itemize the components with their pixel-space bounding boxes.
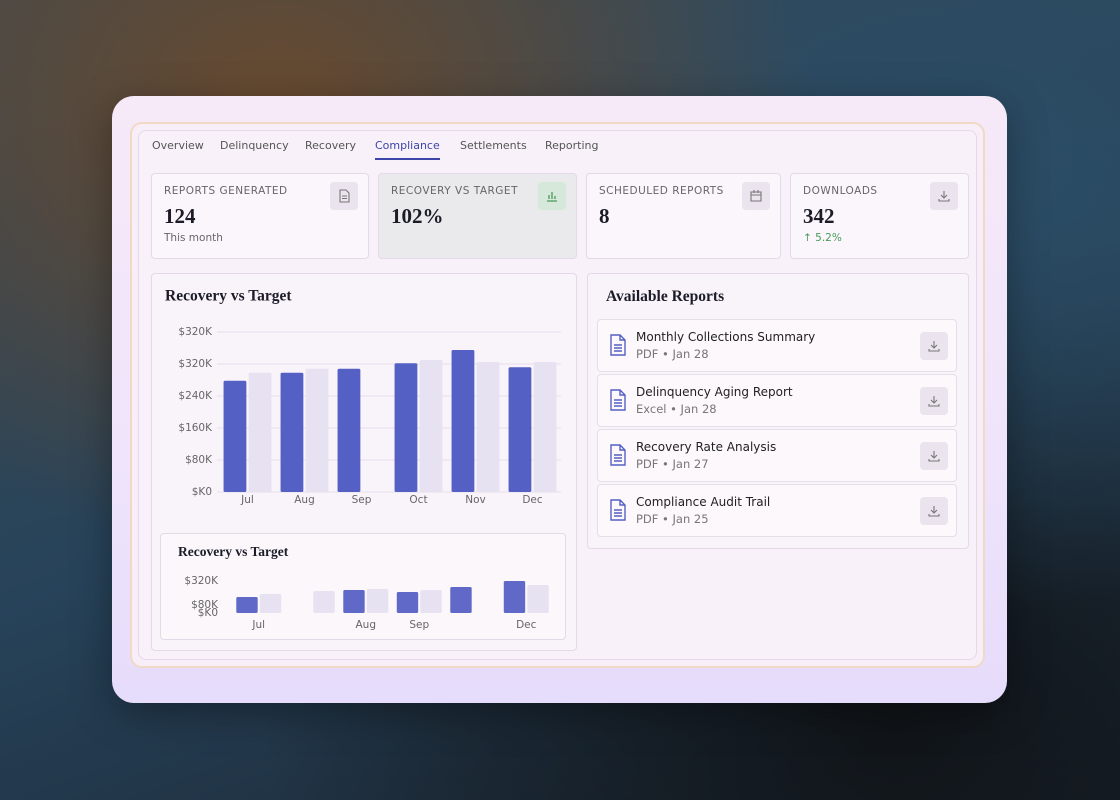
chart-panel	[160, 533, 566, 640]
bar	[236, 597, 258, 613]
x-tick-label: Nov	[465, 494, 486, 506]
kpi-label: DOWNLOADS	[803, 185, 878, 197]
x-tick-label: Jul	[251, 619, 265, 631]
kpi-card: REPORTS GENERATED 124 This month	[151, 173, 369, 259]
report-meta: PDF • Jan 27	[636, 457, 709, 471]
x-tick-label: Dec	[522, 494, 543, 506]
bar	[248, 372, 272, 492]
download-button[interactable]	[920, 442, 948, 470]
bar	[533, 362, 557, 492]
kpi-sub: ↑ 5.2%	[803, 232, 842, 244]
kpi-value: 8	[599, 204, 610, 228]
bar	[396, 592, 419, 613]
report-item: Delinquency Aging Report Excel • Jan 28	[597, 374, 957, 427]
tab[interactable]: Recovery	[305, 139, 357, 152]
bar	[394, 363, 418, 492]
x-tick-label: Jul	[240, 494, 254, 506]
y-tick-label: $320K	[178, 326, 213, 338]
download-button[interactable]	[920, 387, 948, 415]
x-tick-label: Aug	[294, 494, 315, 506]
kpi-label: RECOVERY VS TARGET	[391, 185, 518, 197]
y-tick-label: $160K	[178, 422, 213, 434]
chart-title: Recovery vs Target	[178, 544, 289, 559]
download-button[interactable]	[920, 497, 948, 525]
report-name: Delinquency Aging Report	[636, 385, 793, 399]
reports-title: Available Reports	[606, 288, 725, 305]
tab[interactable]: Delinquency	[220, 139, 289, 152]
bar	[223, 380, 247, 492]
file-icon	[610, 334, 626, 356]
report-name: Recovery Rate Analysis	[636, 440, 777, 454]
download-button[interactable]	[920, 332, 948, 360]
kpi-card: DOWNLOADS 342 ↑ 5.2%	[790, 173, 969, 259]
kpi-card: RECOVERY VS TARGET 102%	[378, 173, 577, 259]
chart: Recovery vs Target $K0 $80K $160K $240K $320K…	[165, 288, 561, 506]
report-meta: PDF • Jan 28	[636, 347, 709, 361]
file-icon	[610, 389, 626, 411]
tab[interactable]: Settlements	[460, 139, 527, 152]
bar	[451, 350, 475, 492]
report-item: Monthly Collections Summary PDF • Jan 28	[597, 319, 957, 372]
bar	[259, 594, 282, 613]
report-meta: Excel • Jan 28	[636, 402, 717, 416]
report-item: Compliance Audit Trail PDF • Jan 25	[597, 484, 957, 537]
bar	[476, 362, 500, 492]
x-tick-label: Sep	[409, 619, 429, 631]
kpi-icon	[742, 182, 770, 210]
report-name: Monthly Collections Summary	[636, 330, 816, 344]
bar	[280, 372, 304, 492]
report-name: Compliance Audit Trail	[636, 495, 771, 509]
kpi-value: 124	[164, 204, 196, 228]
tab[interactable]: Overview	[152, 139, 204, 152]
bar	[419, 360, 443, 492]
chart: Recovery vs Target $K0$80K $320K Jul Aug Sep D…	[178, 544, 549, 631]
tab[interactable]: Compliance	[375, 139, 440, 160]
bar	[508, 367, 532, 492]
bar	[366, 589, 389, 613]
kpi-label: REPORTS GENERATED	[164, 185, 288, 197]
bar	[313, 591, 335, 613]
y-tick-label: $240K	[178, 390, 213, 402]
kpi-value: 342	[803, 204, 835, 228]
report-meta: PDF • Jan 25	[636, 512, 709, 526]
kpi-sub: This month	[164, 232, 223, 244]
x-tick-label: Sep	[352, 494, 372, 506]
bar	[420, 590, 442, 613]
kpi-value: 102%	[391, 204, 444, 228]
y-tick-label: $80K	[185, 454, 213, 466]
bar	[337, 368, 361, 492]
y-tick-label: $K0	[198, 607, 218, 619]
y-tick-label: $320K	[178, 358, 213, 370]
bar	[527, 585, 549, 613]
file-icon	[610, 499, 626, 521]
x-tick-label: Dec	[516, 619, 537, 631]
y-tick-label: $320K	[184, 575, 219, 587]
kpi-icon	[538, 182, 566, 210]
y-tick-label: $80K	[191, 599, 219, 611]
kpi-card: SCHEDULED REPORTS 8	[586, 173, 781, 259]
x-tick-label: Oct	[409, 494, 427, 506]
chart-title: Recovery vs Target	[165, 288, 292, 305]
bar	[503, 581, 526, 613]
tab[interactable]: Reporting	[545, 139, 599, 152]
bar	[450, 587, 472, 613]
kpi-label: SCHEDULED REPORTS	[599, 185, 724, 197]
file-icon	[610, 444, 626, 466]
x-tick-label: Aug	[355, 619, 376, 631]
bar	[305, 368, 329, 492]
bar	[343, 590, 365, 613]
report-item: Recovery Rate Analysis PDF • Jan 27	[597, 429, 957, 482]
y-tick-label: $K0	[192, 486, 212, 498]
kpi-icon	[930, 182, 958, 210]
kpi-icon	[330, 182, 358, 210]
